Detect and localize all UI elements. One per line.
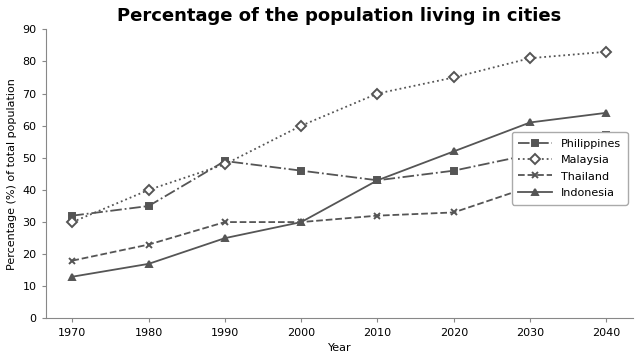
Thailand [450, 210, 458, 215]
Malaysia [145, 188, 152, 192]
Line: Malaysia: Malaysia [69, 48, 610, 226]
Indonesia [298, 220, 305, 224]
Philippines [602, 133, 610, 138]
Indonesia [374, 178, 381, 183]
Philippines [68, 213, 76, 218]
Indonesia [450, 149, 458, 154]
Malaysia [526, 56, 534, 60]
Malaysia [298, 123, 305, 128]
X-axis label: Year: Year [328, 343, 351, 353]
Y-axis label: Percentage (%) of total population: Percentage (%) of total population [7, 78, 17, 270]
Thailand [602, 156, 610, 160]
Philippines [450, 168, 458, 173]
Malaysia [602, 50, 610, 54]
Indonesia [526, 120, 534, 125]
Title: Percentage of the population living in cities: Percentage of the population living in c… [117, 7, 561, 25]
Indonesia [145, 262, 152, 266]
Line: Philippines: Philippines [69, 132, 610, 219]
Malaysia [68, 220, 76, 224]
Philippines [221, 159, 228, 163]
Thailand [221, 220, 228, 224]
Thailand [526, 185, 534, 189]
Philippines [145, 204, 152, 208]
Thailand [298, 220, 305, 224]
Legend: Philippines, Malaysia, Thailand, Indonesia: Philippines, Malaysia, Thailand, Indones… [512, 131, 627, 204]
Indonesia [602, 111, 610, 115]
Malaysia [374, 91, 381, 96]
Philippines [298, 168, 305, 173]
Thailand [145, 242, 152, 247]
Line: Indonesia: Indonesia [69, 109, 610, 280]
Line: Thailand: Thailand [69, 154, 610, 264]
Indonesia [68, 275, 76, 279]
Thailand [68, 258, 76, 263]
Malaysia [450, 75, 458, 80]
Thailand [374, 213, 381, 218]
Indonesia [221, 236, 228, 240]
Philippines [374, 178, 381, 183]
Philippines [526, 152, 534, 157]
Malaysia [221, 162, 228, 166]
